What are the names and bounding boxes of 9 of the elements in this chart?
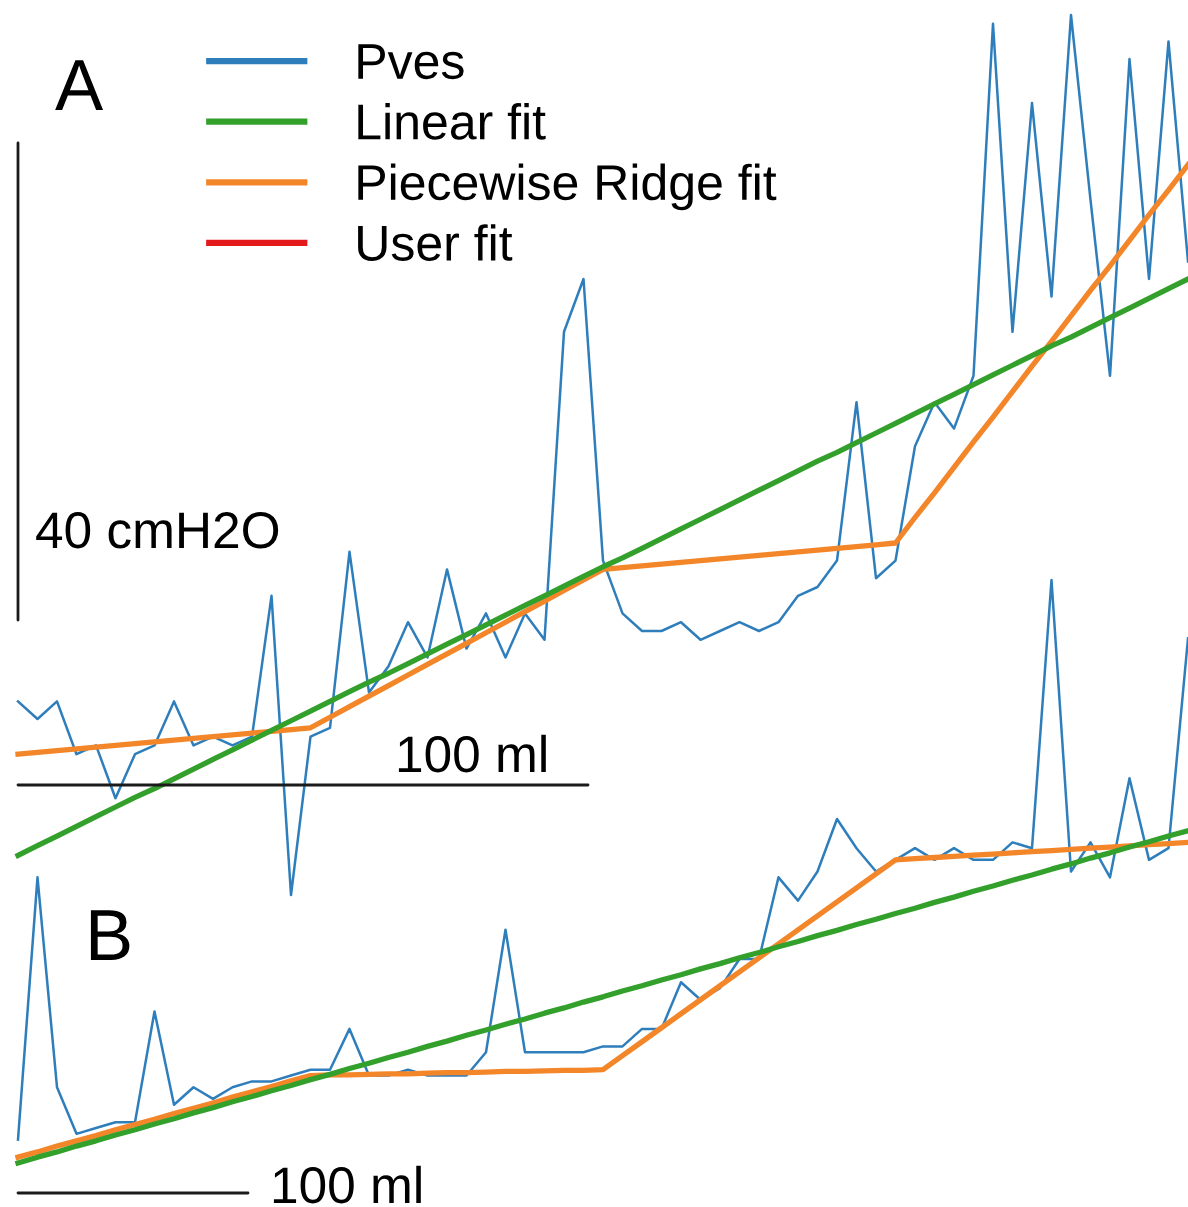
legend-label: Linear fit bbox=[358, 103, 546, 140]
legend-label: Pves bbox=[358, 44, 464, 80]
legend-label: Piecewise Ridge fit bbox=[358, 163, 777, 211]
chart-title: A bbox=[55, 60, 104, 110]
text: B bbox=[90, 910, 130, 960]
text: 100 ml bbox=[273, 1165, 421, 1204]
legend-label: User fit bbox=[358, 224, 513, 261]
annotation: 100 ml bbox=[398, 734, 546, 773]
annotation: 40 cmH2O bbox=[36, 512, 279, 549]
